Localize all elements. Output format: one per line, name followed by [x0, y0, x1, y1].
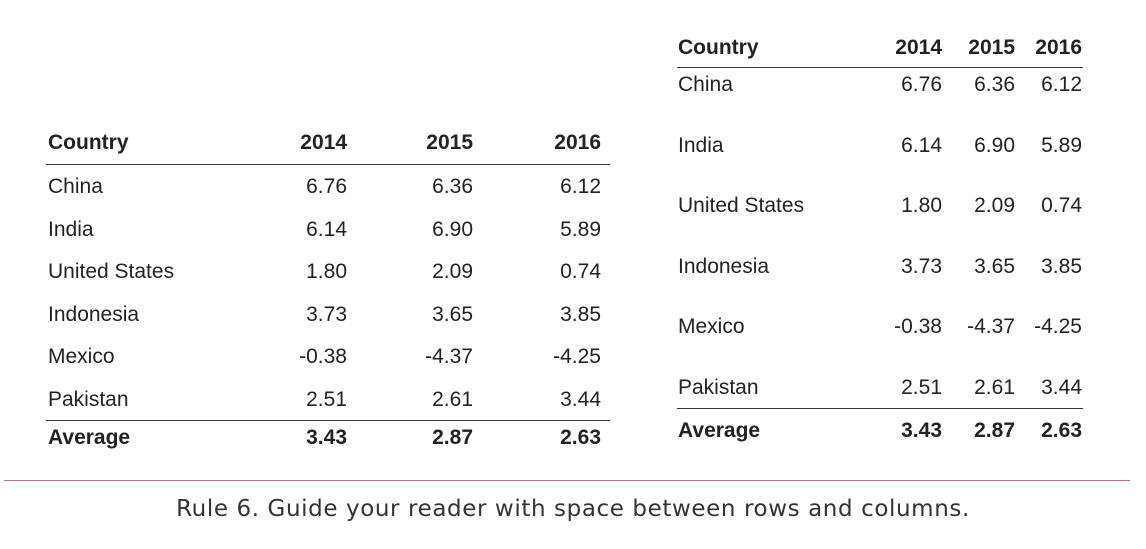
cell-2014: 6.14 — [901, 133, 942, 157]
table-row: India 6.14 6.90 5.89 — [46, 218, 610, 261]
cell-2016: 0.74 — [560, 260, 601, 284]
cell-country: United States — [678, 194, 805, 218]
header-rule — [46, 164, 610, 165]
cell-2016: 0.74 — [1041, 194, 1082, 218]
cell-country: India — [48, 217, 94, 241]
header-2016: 2016 — [1035, 36, 1082, 59]
cell-country: Indonesia — [678, 254, 770, 278]
cell-2016: 6.12 — [1041, 73, 1082, 96]
cell-2015: 6.36 — [974, 73, 1015, 96]
cell-2015: 3.65 — [432, 302, 473, 326]
table-row: Pakistan 2.51 2.61 3.44 — [677, 376, 1083, 437]
cell-2016: 5.89 — [1041, 133, 1082, 157]
average-2014: 3.43 — [901, 419, 942, 442]
cell-country: China — [48, 175, 103, 198]
table-row: Mexico -0.38 -4.37 -4.25 — [677, 315, 1083, 376]
header-rule — [677, 67, 1083, 68]
cell-2016: 3.44 — [1041, 375, 1082, 399]
table-row: Indonesia 3.73 3.65 3.85 — [46, 303, 610, 346]
header-2015: 2015 — [968, 36, 1015, 59]
compact-table: Country 2014 2015 2016 China 6.76 6.36 6… — [46, 128, 610, 449]
table-row: Indonesia 3.73 3.65 3.85 — [677, 255, 1083, 316]
table-body: China 6.76 6.36 6.12 India 6.14 6.90 5.8… — [677, 73, 1083, 437]
cell-2016: 3.85 — [560, 302, 601, 326]
average-rule — [677, 408, 1083, 409]
cell-country: United States — [48, 260, 175, 284]
cell-2015: -4.37 — [967, 315, 1015, 339]
cell-2015: -4.37 — [425, 345, 473, 369]
table-row: Mexico -0.38 -4.37 -4.25 — [46, 345, 610, 388]
average-2016: 2.63 — [560, 426, 601, 449]
cell-country: Indonesia — [48, 302, 140, 326]
cell-2015: 6.90 — [974, 133, 1015, 157]
cell-2014: 2.51 — [901, 375, 942, 399]
table-row: China 6.76 6.36 6.12 — [677, 73, 1083, 134]
cell-2014: 6.14 — [306, 217, 347, 241]
cell-2015: 3.65 — [974, 254, 1015, 278]
cell-2016: -4.25 — [1034, 315, 1082, 339]
cell-2015: 6.90 — [432, 217, 473, 241]
table-row: India 6.14 6.90 5.89 — [677, 134, 1083, 195]
header-2014: 2014 — [895, 36, 942, 59]
average-row: Average 3.43 2.87 2.63 — [677, 419, 1083, 449]
cell-2014: 6.76 — [901, 73, 942, 96]
cell-2016: 6.12 — [560, 175, 601, 198]
average-row: Average 3.43 2.87 2.63 — [46, 426, 610, 456]
header-country: Country — [48, 131, 129, 154]
table-row: China 6.76 6.36 6.12 — [46, 175, 610, 218]
cell-2015: 6.36 — [432, 175, 473, 198]
cell-country: Mexico — [678, 315, 745, 339]
cell-2014: 3.73 — [901, 254, 942, 278]
cell-country: Pakistan — [678, 375, 759, 399]
cell-country: Pakistan — [48, 387, 129, 411]
header-country: Country — [678, 36, 759, 59]
cell-2014: -0.38 — [299, 345, 347, 369]
figure-caption: Rule 6. Guide your reader with space bet… — [176, 496, 970, 522]
cell-country: Mexico — [48, 345, 115, 369]
table-body: China 6.76 6.36 6.12 India 6.14 6.90 5.8… — [46, 175, 610, 431]
caption-divider — [4, 480, 1130, 481]
table-row: United States 1.80 2.09 0.74 — [677, 194, 1083, 255]
average-label: Average — [48, 426, 131, 449]
cell-2014: 2.51 — [306, 387, 347, 411]
cell-country: China — [678, 73, 733, 96]
cell-2016: -4.25 — [553, 345, 601, 369]
cell-2015: 2.09 — [974, 194, 1015, 218]
cell-2016: 3.44 — [560, 387, 601, 411]
cell-2015: 2.61 — [974, 375, 1015, 399]
cell-2014: 6.76 — [306, 175, 347, 198]
average-label: Average — [678, 419, 761, 442]
cell-2016: 3.85 — [1041, 254, 1082, 278]
table-header-row: Country 2014 2015 2016 — [677, 34, 1083, 64]
table-row: United States 1.80 2.09 0.74 — [46, 260, 610, 303]
average-2014: 3.43 — [306, 426, 347, 449]
cell-2015: 2.09 — [432, 260, 473, 284]
cell-2014: 3.73 — [306, 302, 347, 326]
table-row: Pakistan 2.51 2.61 3.44 — [46, 388, 610, 431]
cell-2014: -0.38 — [894, 315, 942, 339]
cell-2016: 5.89 — [560, 217, 601, 241]
header-2014: 2014 — [300, 131, 347, 154]
table-header-row: Country 2014 2015 2016 — [46, 128, 610, 165]
average-2015: 2.87 — [432, 426, 473, 449]
average-rule — [46, 420, 610, 421]
cell-2014: 1.80 — [901, 194, 942, 218]
cell-country: India — [678, 133, 724, 157]
average-2015: 2.87 — [974, 419, 1015, 442]
average-2016: 2.63 — [1041, 419, 1082, 442]
cell-2014: 1.80 — [306, 260, 347, 284]
cell-2015: 2.61 — [432, 387, 473, 411]
header-2015: 2015 — [426, 131, 473, 154]
header-2016: 2016 — [554, 131, 601, 154]
